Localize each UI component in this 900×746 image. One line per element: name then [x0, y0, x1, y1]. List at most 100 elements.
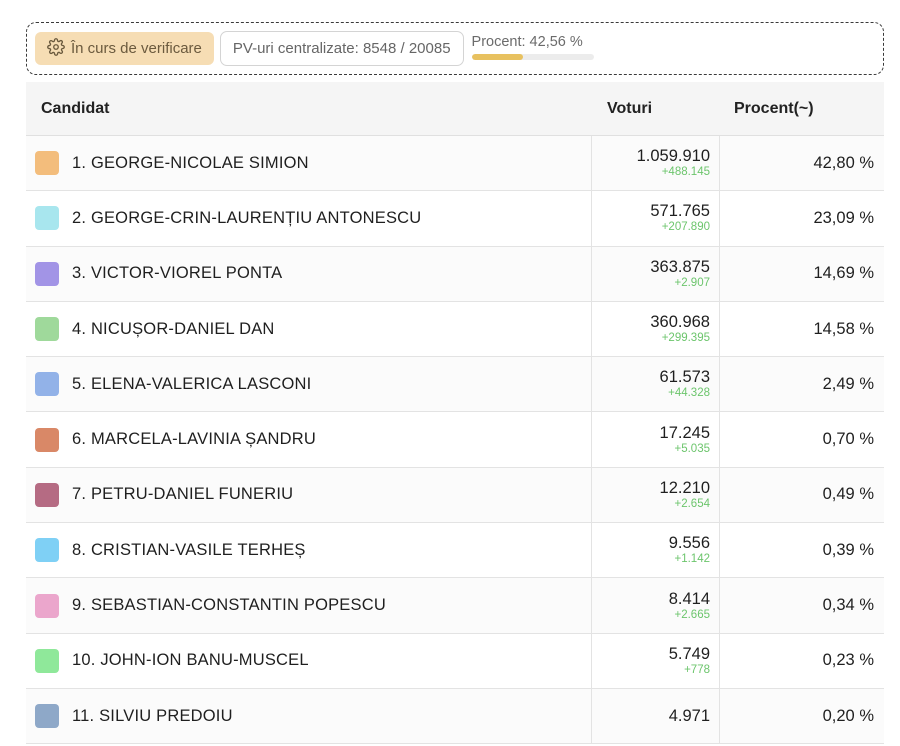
candidate-color-swatch [35, 593, 59, 618]
candidate-color-swatch [35, 206, 59, 231]
votes-delta: +207.890 [661, 221, 710, 234]
candidate-cell: 6. MARCELA-LAVINIA ȘANDRU [26, 412, 592, 467]
candidate-name: 2. GEORGE-CRIN-LAURENȚIU ANTONESCU [72, 208, 422, 227]
table-row[interactable]: 4. NICUȘOR-DANIEL DAN 360.968 +299.395 14,5… [26, 301, 884, 358]
candidate-color-swatch [35, 704, 59, 729]
votes-delta: +299.395 [661, 332, 710, 345]
candidate-cell: 11. SILVIU PREDOIU [26, 688, 592, 744]
percent-cell: 14,58 % [813, 319, 874, 338]
votes-cell: 1.059.910 +488.145 [592, 136, 720, 191]
votes-cell: 363.875 +2.907 [592, 246, 720, 301]
percent-cell: 2,49 % [822, 374, 874, 393]
candidate-color-swatch [35, 317, 59, 342]
candidate-color-swatch [35, 372, 59, 397]
table-header: Candidat Voturi Procent(~) [26, 82, 884, 136]
votes-value: 9.556 [668, 534, 710, 553]
table-row[interactable]: 9. SEBASTIAN-CONSTANTIN POPESCU 8.414 +2.6… [26, 578, 884, 634]
candidate-cell: 5. ELENA-VALERICA LASCONI [26, 357, 592, 412]
progress-fill [471, 53, 524, 60]
votes-value: 360.968 [650, 313, 710, 332]
votes-cell: 12.210 +2.654 [592, 467, 720, 523]
table-row[interactable]: 8. CRISTIAN-VASILE TERHEȘ 9.556 +1.142 0,39… [26, 523, 884, 579]
candidate-color-swatch [35, 261, 59, 286]
progress-track [471, 53, 594, 60]
status-bar: În curs de verificare PV-uri centralizat… [26, 22, 884, 75]
votes-value: 8.414 [668, 589, 710, 608]
percent-cell: 0,20 % [822, 706, 874, 725]
votes-value: 12.210 [659, 478, 710, 497]
votes-value: 363.875 [650, 257, 710, 276]
candidate-color-swatch [35, 427, 59, 452]
votes-value: 1.059.910 [636, 147, 710, 166]
votes-delta: +44.328 [668, 387, 710, 400]
votes-delta: +488.145 [661, 166, 710, 179]
votes-delta: +2.665 [674, 608, 711, 621]
candidate-color-swatch [35, 538, 59, 563]
table-row[interactable]: 2. GEORGE-CRIN-LAURENȚIU ANTONESCU 571.76… [26, 191, 884, 247]
votes-value: 571.765 [650, 202, 710, 221]
verification-status-label: În curs de verificare [71, 40, 202, 57]
percent-cell: 23,09 % [813, 208, 874, 227]
candidate-name: 7. PETRU-DANIEL FUNERIU [72, 485, 294, 504]
votes-cell: 360.968 +299.395 [592, 301, 720, 357]
candidate-name: 10. JOHN-ION BANU-MUSCEL [72, 651, 309, 670]
candidate-name: 1. GEORGE-NICOLAE SIMION [72, 153, 309, 172]
candidate-cell: 9. SEBASTIAN-CONSTANTIN POPESCU [26, 578, 592, 633]
pv-count-badge: PV-uri centralizate: 8548 / 20085 [219, 31, 464, 66]
votes-value: 17.245 [659, 423, 710, 442]
votes-cell: 5.749 +778 [592, 633, 720, 688]
table-row[interactable]: 10. JOHN-ION BANU-MUSCEL 5.749 +778 0,23 % [26, 633, 884, 689]
candidate-cell: 7. PETRU-DANIEL FUNERIU [26, 467, 592, 523]
table-row[interactable]: 3. VICTOR-VIOREL PONTA 363.875 +2.907 14,69… [26, 246, 884, 302]
gear-icon [47, 37, 65, 60]
candidate-cell: 2. GEORGE-CRIN-LAURENȚIU ANTONESCU [26, 191, 592, 246]
candidate-color-swatch [35, 648, 59, 673]
candidate-color-swatch [35, 482, 59, 507]
candidate-name: 8. CRISTIAN-VASILE TERHEȘ [72, 540, 306, 559]
percent-cell: 14,69 % [813, 264, 874, 283]
table-row[interactable]: 6. MARCELA-LAVINIA ȘANDRU 17.245 +5.035 0,7… [26, 412, 884, 468]
progress-label: Procent: 42,56 % [471, 33, 583, 50]
votes-delta: +778 [684, 663, 710, 676]
candidate-cell: 1. GEORGE-NICOLAE SIMION [26, 136, 592, 191]
votes-cell: 9.556 +1.142 [592, 523, 720, 578]
votes-delta: +1.142 [674, 553, 711, 566]
candidate-name: 11. SILVIU PREDOIU [72, 706, 233, 725]
percent-cell: 0,39 % [822, 540, 874, 559]
votes-cell: 61.573 +44.328 [592, 357, 720, 412]
table-body: 1. GEORGE-NICOLAE SIMION 1.059.910 +488.14… [26, 136, 884, 745]
votes-value: 4.971 [668, 706, 710, 725]
table-row[interactable]: 5. ELENA-VALERICA LASCONI 61.573 +44.328 2,… [26, 357, 884, 413]
table-row[interactable]: 1. GEORGE-NICOLAE SIMION 1.059.910 +488.14… [26, 136, 884, 192]
verification-status-badge: În curs de verificare [35, 32, 214, 65]
votes-delta: +2.907 [674, 276, 711, 289]
candidate-cell: 10. JOHN-ION BANU-MUSCEL [26, 633, 592, 688]
percent-cell: 0,23 % [822, 651, 874, 670]
percent-cell: 42,80 % [813, 153, 874, 172]
progress-indicator: Procent: 42,56 % [471, 33, 594, 60]
votes-cell: 4.971 [592, 688, 720, 744]
results-table: Candidat Voturi Procent(~) 1. GEORGE-NIC… [26, 82, 884, 745]
percent-cell: 0,70 % [822, 430, 874, 449]
votes-value: 5.749 [668, 644, 710, 663]
header-votes[interactable]: Voturi [607, 99, 653, 117]
table-row[interactable]: 11. SILVIU PREDOIU 4.971 0,20 % [26, 688, 884, 745]
candidate-cell: 8. CRISTIAN-VASILE TERHEȘ [26, 523, 592, 578]
candidate-name: 6. MARCELA-LAVINIA ȘANDRU [72, 430, 317, 449]
candidate-name: 4. NICUȘOR-DANIEL DAN [72, 319, 275, 338]
candidate-name: 3. VICTOR-VIOREL PONTA [72, 264, 283, 283]
candidate-color-swatch [35, 151, 59, 176]
votes-delta: +2.654 [674, 497, 711, 510]
table-row[interactable]: 7. PETRU-DANIEL FUNERIU 12.210 +2.654 0,49 … [26, 467, 884, 524]
header-percent[interactable]: Procent(~) [734, 99, 814, 117]
votes-cell: 8.414 +2.665 [592, 578, 720, 633]
candidate-cell: 4. NICUȘOR-DANIEL DAN [26, 301, 592, 357]
percent-cell: 0,49 % [822, 485, 874, 504]
percent-cell: 0,34 % [822, 596, 874, 615]
candidate-cell: 3. VICTOR-VIOREL PONTA [26, 246, 592, 301]
votes-delta: +5.035 [674, 442, 711, 455]
candidate-name: 9. SEBASTIAN-CONSTANTIN POPESCU [72, 596, 386, 615]
header-candidate[interactable]: Candidat [41, 99, 110, 117]
votes-cell: 17.245 +5.035 [592, 412, 720, 467]
votes-cell: 571.765 +207.890 [592, 191, 720, 246]
